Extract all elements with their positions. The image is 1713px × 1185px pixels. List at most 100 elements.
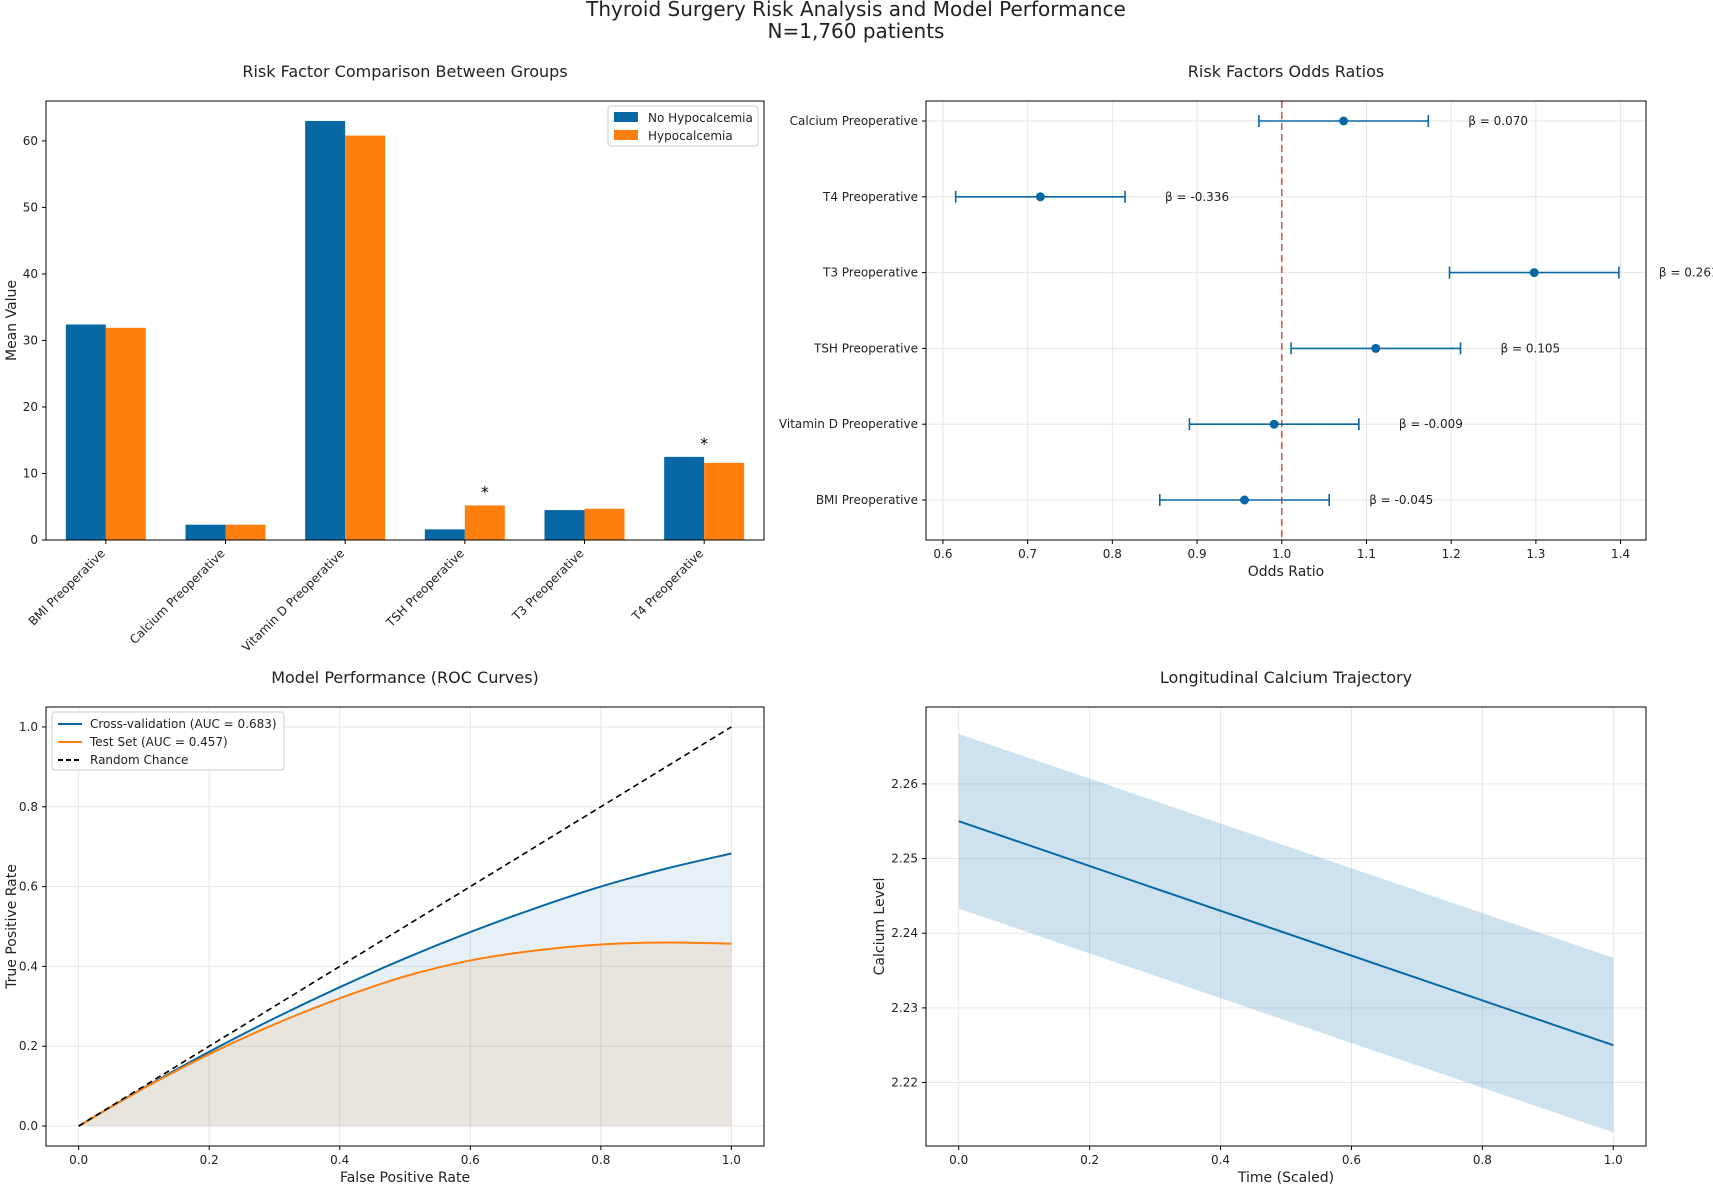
x-tick-label: TSH Preoperative [383,546,467,630]
chart-title: Longitudinal Calcium Trajectory [1160,668,1412,687]
x-tick-label: 1.0 [1272,547,1291,561]
bar-chart-panel: Risk Factor Comparison Between Groups BMI… [4,62,765,654]
x-tick-label: 0.8 [591,1153,610,1167]
bar [305,120,346,541]
y-tick-label: 2.25 [891,852,918,866]
y-tick-label: Calcium Preoperative [790,114,918,128]
roc-curve [78,726,732,1127]
x-tick-label: 0.6 [1342,1153,1361,1167]
bar [464,505,505,540]
y-tick-label: 60 [23,134,38,148]
roc-chart-panel: Model Performance (ROC Curves) 0.0 0.2 0.4 0… [4,668,765,1185]
y-tick-label: 0.2 [19,1039,38,1053]
y-tick-label: 30 [23,333,38,347]
bar [664,456,705,540]
bar [424,529,465,540]
y-tick-label: 50 [23,200,38,214]
figure-subtitle: N=1,760 patients [768,19,945,43]
x-tick-label: T3 Preoperative [509,546,587,624]
significance-marker: * [700,434,708,453]
y-tick-label: 40 [23,267,38,281]
bar [185,524,226,540]
x-axis-label: Time (Scaled) [1237,1170,1334,1185]
y-tick-label: BMI Preoperative [816,493,918,507]
legend-label: Random Chance [90,753,188,767]
x-tick-label: Vitamin D Preoperative [239,546,347,654]
x-axis-label: Odds Ratio [1248,564,1324,580]
x-tick-label: 1.3 [1526,547,1545,561]
chart-title: Risk Factor Comparison Between Groups [242,62,567,81]
y-tick-label: 0.0 [19,1119,38,1133]
beta-label: β = -0.336 [1165,190,1229,204]
x-tick-label: 0.4 [1211,1153,1230,1167]
axes-frame [45,100,765,541]
odds-ratio-point [1035,192,1045,202]
beta-label: β = 0.070 [1468,114,1528,128]
x-tick-label: 0.0 [69,1153,88,1167]
axes-frame [45,706,765,1147]
y-tick-label: 0.6 [19,880,38,894]
y-tick-label: T4 Preoperative [822,190,918,204]
chart-title: Risk Factors Odds Ratios [1188,62,1384,81]
x-tick-label: 1.2 [1442,547,1461,561]
bar [105,327,146,540]
y-axis-label: True Positive Rate [4,864,20,990]
auc-fill [78,853,732,1127]
auc-fill [78,942,732,1127]
x-tick-label: Calcium Preoperative [127,546,228,647]
trajectory-line [958,820,1614,1047]
axes-frame [925,706,1647,1147]
odds-ratio-point [1269,419,1279,429]
roc-curve [78,852,732,1127]
legend-label: Cross-validation (AUC = 0.683) [90,717,277,731]
odds-ratio-point [1239,495,1249,505]
x-tick-label: 0.4 [330,1153,349,1167]
significance-marker: * [481,482,489,501]
x-tick-label: 0.6 [461,1153,480,1167]
legend-swatch [614,130,638,140]
chart-title: Model Performance (ROC Curves) [271,668,539,687]
legend-label: Hypocalcemia [648,129,733,143]
legend-swatch [614,112,638,122]
y-tick-label: 2.24 [891,926,918,940]
y-axis-label: Mean Value [4,280,20,361]
bar [584,508,625,540]
beta-label: β = -0.045 [1369,493,1433,507]
y-tick-label: TSH Preoperative [813,341,918,355]
y-tick-label: 2.22 [891,1076,918,1090]
odds-ratio-point [1371,343,1381,353]
bar [704,462,745,540]
y-tick-label: 2.26 [891,777,918,791]
x-tick-label: 0.2 [200,1153,219,1167]
y-tick-label: 0.8 [19,800,38,814]
odds-ratio-point [1339,116,1349,126]
bar [225,524,266,540]
x-tick-label: 1.0 [722,1153,741,1167]
x-tick-label: 1.4 [1611,547,1630,561]
legend-box [51,711,285,771]
x-tick-label: 0.8 [1103,547,1122,561]
x-tick-label: 1.1 [1357,547,1376,561]
roc-curve [78,941,732,1127]
x-tick-label: BMI Preoperative [26,546,108,628]
y-axis-label: Calcium Level [872,878,888,976]
beta-label: β = 0.261 [1659,266,1713,280]
y-tick-label: 0 [30,533,38,547]
x-tick-label: 0.8 [1473,1153,1492,1167]
x-tick-label: 0.7 [1018,547,1037,561]
x-tick-label: 0.6 [933,547,952,561]
y-tick-label: 0.4 [19,959,38,973]
x-tick-label: 0.0 [949,1153,968,1167]
figure-title: Thyroid Surgery Risk Analysis and Model … [585,0,1126,21]
bar [345,135,386,540]
x-tick-label: 1.0 [1604,1153,1623,1167]
y-tick-label: Vitamin D Preoperative [779,417,918,431]
y-tick-label: T3 Preoperative [822,266,918,280]
y-tick-label: 10 [23,466,38,480]
legend-label: No Hypocalcemia [648,111,753,125]
bar [544,510,585,540]
x-axis-label: False Positive Rate [340,1170,470,1185]
odds-ratio-point [1529,268,1539,278]
legend-label: Test Set (AUC = 0.457) [89,735,228,749]
